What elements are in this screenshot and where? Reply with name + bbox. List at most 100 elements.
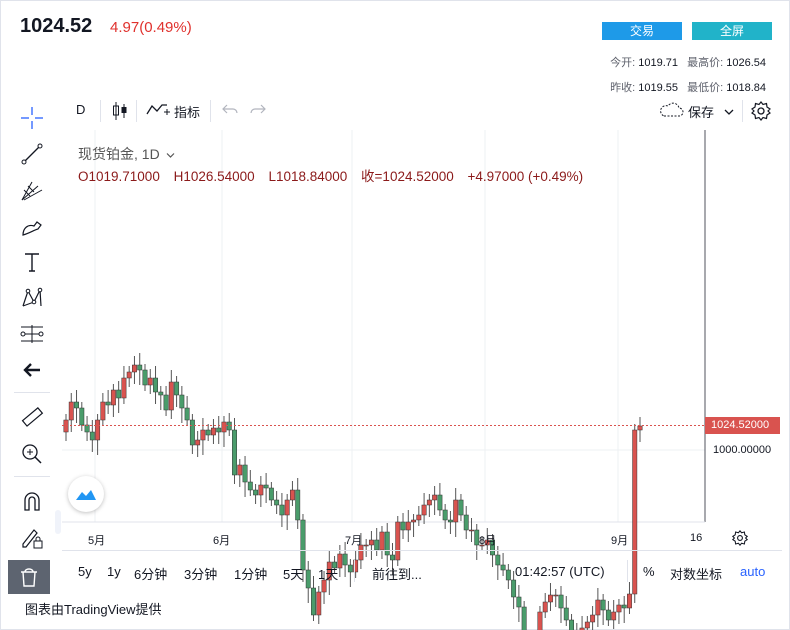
candle-body	[390, 554, 395, 561]
candle-body	[337, 553, 343, 569]
candle-body	[484, 539, 490, 546]
toolbar-divider	[136, 100, 137, 122]
ruler-icon[interactable]	[18, 404, 46, 432]
prediction-icon[interactable]	[18, 320, 46, 348]
price-axis-tick: 1000.00000	[713, 444, 772, 456]
candle-body	[384, 531, 390, 556]
fullscreen-button[interactable]: 全屏	[692, 22, 772, 40]
candle-body	[458, 499, 464, 516]
candle-body	[84, 424, 90, 433]
candle-body	[548, 594, 553, 603]
text-tool-icon[interactable]	[18, 248, 46, 276]
candle-body	[163, 394, 169, 411]
ohlc-legend: O1019.71000 H1026.54000 L1018.84000 收=10…	[78, 165, 593, 185]
candle-body	[242, 464, 248, 483]
candle-body	[368, 539, 374, 546]
tradingview-logo[interactable]	[68, 476, 104, 512]
candle-body	[495, 554, 501, 566]
trend-line-icon[interactable]	[18, 140, 46, 168]
cloud-icon	[658, 102, 684, 121]
stats-row-prev-low: 昨收: 1019.55 最低价: 1018.84	[610, 79, 772, 95]
range-5d[interactable]: 5天	[283, 567, 304, 582]
fib-tools-icon[interactable]	[18, 176, 46, 204]
indicators-button[interactable]: 指标	[146, 102, 200, 121]
prev-close-label: 昨收:	[610, 82, 636, 94]
zoom-in-icon[interactable]	[18, 440, 46, 468]
range-1min[interactable]: 1分钟	[234, 567, 268, 582]
candle-body	[168, 381, 174, 411]
lock-drawing-icon[interactable]	[18, 524, 46, 552]
candle-body	[74, 401, 79, 409]
candle-body	[189, 419, 195, 446]
candle-body	[89, 431, 95, 441]
symbol-legend[interactable]: 现货铂金, 1D	[78, 144, 175, 164]
bottom-bar-divider	[62, 550, 782, 551]
candle-body	[110, 389, 116, 406]
bottom-divider	[627, 560, 628, 582]
range-3min[interactable]: 3分钟	[184, 567, 218, 582]
chevron-down-icon	[724, 104, 734, 119]
candle-body	[237, 464, 243, 476]
time-axis-label: 16	[690, 532, 703, 544]
save-button[interactable]: 保存	[658, 102, 734, 121]
candle-body	[68, 401, 74, 421]
candle-body	[621, 604, 627, 609]
range-1d[interactable]: 1天	[318, 567, 339, 582]
time-axis-label: 6月	[213, 535, 231, 547]
trade-button[interactable]: 交易	[602, 22, 682, 40]
candle-body	[395, 521, 401, 561]
open-label: 今开:	[610, 57, 636, 69]
candle-body	[511, 579, 517, 598]
candle-body	[616, 604, 622, 613]
candle-body	[490, 539, 496, 556]
candle-body	[637, 425, 643, 431]
candle-body	[358, 544, 364, 561]
magnet-icon[interactable]	[18, 488, 46, 516]
range-1y[interactable]: 1y	[107, 564, 121, 579]
indicators-label: 指标	[174, 105, 201, 120]
pattern-icon[interactable]	[18, 284, 46, 312]
toolbar-divider	[14, 476, 50, 477]
settings-icon[interactable]	[751, 101, 771, 121]
candle-body	[405, 521, 411, 531]
redo-icon[interactable]	[250, 102, 266, 116]
legend-low: L1018.84000	[268, 169, 348, 184]
log-scale-toggle[interactable]: 对数坐标	[670, 567, 723, 582]
toolbar-divider	[742, 100, 743, 122]
toolbar-divider	[100, 100, 101, 122]
axis-settings-icon[interactable]	[731, 529, 749, 551]
candle-body	[342, 553, 348, 566]
toolbar-divider	[14, 392, 50, 393]
candle-body	[116, 389, 122, 399]
percent-toggle[interactable]: %	[643, 564, 655, 579]
candle-body	[226, 421, 232, 431]
candle-body	[421, 504, 427, 516]
time-axis-label: 8月	[479, 535, 497, 547]
prev-close-value: 1019.55	[638, 82, 679, 94]
candle-body	[595, 599, 601, 616]
candle-body	[326, 561, 332, 581]
candle-body	[321, 579, 327, 593]
candle-style-icon[interactable]	[112, 101, 128, 121]
goto-button[interactable]: 前往到...	[372, 567, 422, 582]
toolbar-collapse-handle[interactable]	[55, 510, 61, 534]
range-5y[interactable]: 5y	[78, 564, 92, 579]
trash-icon[interactable]	[8, 560, 50, 594]
legend-change: +4.97000 (+0.49%)	[467, 169, 584, 184]
auto-scale-toggle[interactable]: auto	[740, 564, 766, 579]
candle-body	[253, 489, 259, 496]
interval-button[interactable]: D	[76, 102, 86, 117]
candle-body	[147, 377, 153, 386]
arrow-left-icon[interactable]	[18, 356, 46, 384]
clock-display[interactable]: 01:42:57 (UTC)	[515, 564, 605, 579]
candle-body	[600, 599, 606, 611]
high-value: 1026.54	[726, 57, 766, 69]
candle-body	[63, 419, 69, 433]
crosshair-icon[interactable]	[18, 104, 46, 132]
brush-icon[interactable]	[18, 212, 46, 240]
candle-body	[279, 504, 285, 516]
range-6min[interactable]: 6分钟	[134, 567, 168, 582]
undo-icon[interactable]	[222, 102, 238, 116]
tradingview-credit[interactable]: 图表由TradingView提供	[25, 602, 162, 617]
